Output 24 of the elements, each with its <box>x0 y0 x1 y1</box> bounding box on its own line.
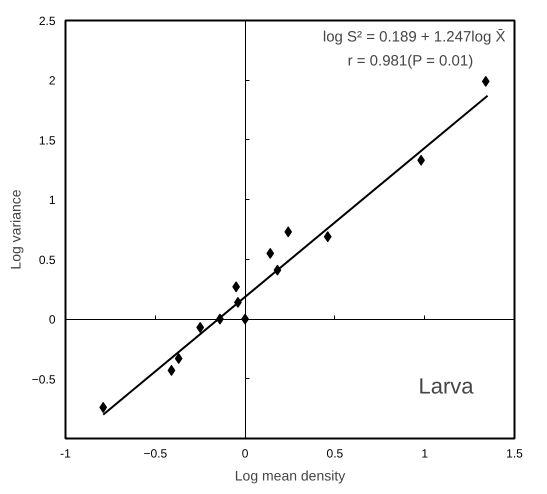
point <box>482 76 490 87</box>
y-tick-label: 0 <box>48 312 56 327</box>
y-tick-label: 2.5 <box>38 14 56 28</box>
point <box>266 248 274 259</box>
y-axis-title: Log variance <box>8 189 24 270</box>
x-tick-label: 1.5 <box>506 446 524 460</box>
x-tick-label: -1 <box>60 446 72 460</box>
annotation: log S² = 0.189 + 1.247log X̄ <box>322 28 506 46</box>
annotation: r = 0.981(P = 0.01) <box>348 52 474 70</box>
annotation: Larva <box>418 374 474 398</box>
x-tick-label: 0.5 <box>326 446 344 460</box>
x-tick-label: 1 <box>421 446 428 460</box>
x-axis-title: Log mean density <box>234 468 346 484</box>
y-tick-label: −0.5 <box>32 372 56 386</box>
y-tick-label: 2 <box>48 74 56 88</box>
point <box>324 231 332 242</box>
point <box>99 402 108 413</box>
y-tick-label: 1.5 <box>38 133 56 148</box>
x-tick-label: 0 <box>242 446 249 460</box>
point <box>284 226 292 238</box>
y-tick-label: 0.5 <box>38 252 56 267</box>
x-tick-label: −0.5 <box>143 446 168 460</box>
point <box>196 322 204 333</box>
y-tick-label: 1 <box>48 193 56 208</box>
